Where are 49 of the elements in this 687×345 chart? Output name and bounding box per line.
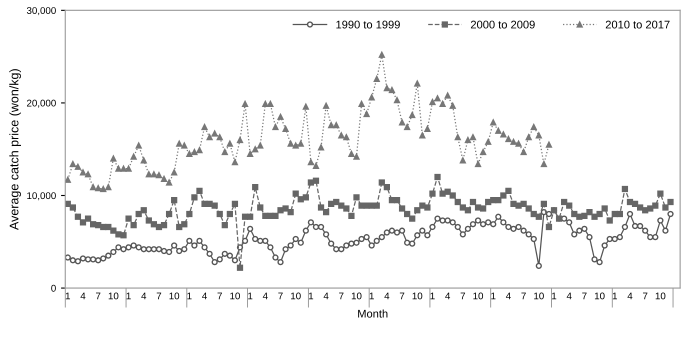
x-tick-label: 4 xyxy=(80,292,86,300)
x-tick-label: 10 xyxy=(108,292,118,300)
x-tick-label: 1 xyxy=(248,292,252,300)
x-tick-label: 1 xyxy=(187,292,192,300)
x-tick-label: 1 xyxy=(552,292,556,300)
x-tick-label: 10 xyxy=(291,292,301,300)
x-tick-label: 1 xyxy=(66,292,70,300)
x-tick-label: 10 xyxy=(594,292,605,300)
y-tick-label: 20,000 xyxy=(26,100,56,108)
x-tick-label: 4 xyxy=(506,292,511,300)
x-tick-label: 10 xyxy=(656,292,666,300)
x-tick-label: 7 xyxy=(96,292,100,300)
x-tick-label: 4 xyxy=(566,292,572,300)
x-tick-label: 4 xyxy=(445,292,450,300)
x-tick-label: 1 xyxy=(370,292,374,300)
x-tick-label: 1 xyxy=(612,292,618,300)
x-axis-title: Month xyxy=(358,309,388,318)
x-tick-label: 1 xyxy=(308,292,314,300)
x-tick-label: 7 xyxy=(521,292,526,300)
x-tick-label: 4 xyxy=(628,292,632,300)
x-tick-label: 4 xyxy=(141,292,146,300)
x-tick-label: 10 xyxy=(412,292,422,300)
y-tick-label: 10,000 xyxy=(27,192,56,200)
legend-label: 2000 to 2009 xyxy=(470,20,535,29)
x-tick-label: 10 xyxy=(352,292,362,300)
x-tick-label: 7 xyxy=(642,292,648,300)
x-tick-label: 1 xyxy=(430,292,435,300)
x-tick-label: 7 xyxy=(339,292,344,300)
x-tick-label: 4 xyxy=(202,292,207,300)
x-tick-label: 7 xyxy=(460,292,466,300)
legend-label: 1990 to 1999 xyxy=(336,20,400,29)
x-tick-label: 10 xyxy=(473,292,484,300)
x-tick-label: 1 xyxy=(126,292,131,300)
y-axis-title: Average catch price (won/kg) xyxy=(9,69,21,230)
x-tick-label: 7 xyxy=(218,292,222,300)
x-tick-label: 10 xyxy=(230,292,240,300)
x-tick-label: 4 xyxy=(324,292,329,300)
y-tick-label: 0 xyxy=(51,284,56,292)
x-tick-label: 4 xyxy=(262,292,268,300)
x-tick-label: 7 xyxy=(278,292,283,300)
x-tick-label: 10 xyxy=(169,292,180,300)
x-tick-label: 1 xyxy=(491,292,496,300)
x-tick-label: 7 xyxy=(156,292,162,300)
x-tick-label: 4 xyxy=(384,292,390,300)
x-tick-label: 7 xyxy=(400,292,404,300)
x-tick-label: 7 xyxy=(582,292,587,300)
legend-label: 2010 to 2017 xyxy=(606,20,670,29)
y-tick-label: 30,000 xyxy=(26,7,56,16)
x-tick-label: 10 xyxy=(534,292,544,300)
